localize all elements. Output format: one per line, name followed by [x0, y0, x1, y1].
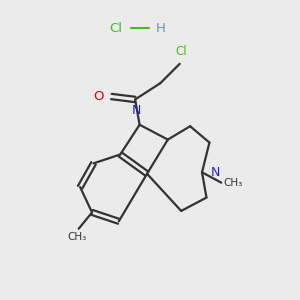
Text: CH₃: CH₃ — [224, 178, 243, 188]
Text: CH₃: CH₃ — [68, 232, 87, 242]
Text: N: N — [132, 104, 141, 117]
Text: Cl: Cl — [109, 22, 122, 34]
Text: O: O — [93, 90, 104, 103]
Text: N: N — [211, 166, 220, 179]
Text: H: H — [156, 22, 166, 34]
Text: Cl: Cl — [176, 45, 187, 58]
